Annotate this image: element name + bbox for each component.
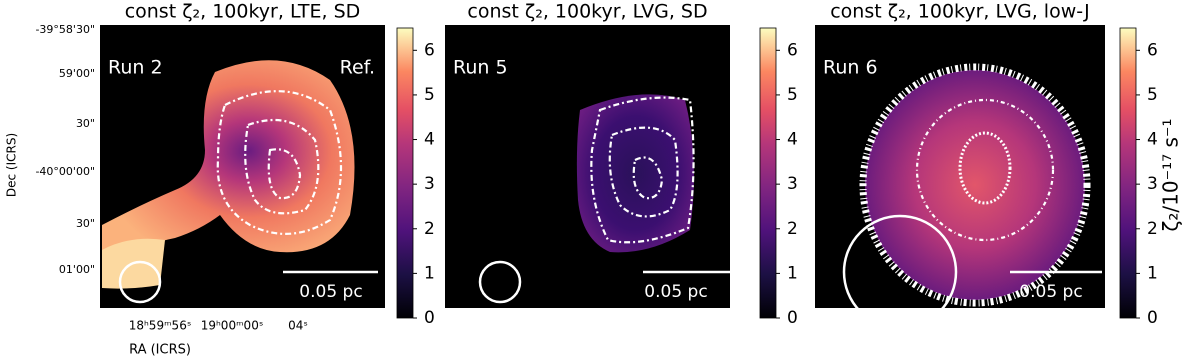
colorbar-tick-label: 3 [787, 174, 798, 194]
x-tick-label: 04ˢ [288, 319, 308, 333]
colorbar-tick-label: 0 [1147, 308, 1158, 328]
y-axis-label: Dec (ICRS) [5, 133, 19, 197]
colorbar-tick-label: 5 [424, 85, 435, 105]
colorbar-tick-label: 2 [1147, 219, 1158, 239]
run-label: Run 6 [823, 57, 878, 79]
colorbar [1119, 27, 1137, 319]
y-tick-label: 30" [76, 217, 95, 230]
colorbar-tick-label: 1 [787, 263, 798, 283]
map-panel-3 [815, 25, 1105, 330]
y-tick-label: 59'00" [59, 67, 95, 80]
x-tick-label: 19ʰ00ᵐ00ˢ [201, 319, 264, 333]
scale-label: 0.05 pc [299, 282, 362, 302]
colorbar-tick-label: 4 [1147, 130, 1158, 150]
scale-label: 0.05 pc [1019, 282, 1082, 302]
colorbar-tick-label: 1 [424, 263, 435, 283]
colorbar-tick-label: 5 [1147, 85, 1158, 105]
colorbar-label: ζ₂/10⁻¹⁷ s⁻¹ [1159, 118, 1183, 231]
x-axis-label: RA (ICRS) [129, 343, 191, 358]
run-label: Run 5 [453, 57, 508, 79]
colorbar-tick-label: 5 [787, 85, 798, 105]
colorbar-tick-label: 2 [424, 219, 435, 239]
colorbar-tick-label: 6 [787, 40, 798, 60]
y-tick-label: 30" [76, 117, 95, 130]
map-panel-1 [100, 25, 385, 308]
ref-label: Ref. [340, 57, 375, 79]
colorbar-tick-label: 3 [1147, 174, 1158, 194]
panel-title: const ζ₂, 100kyr, LVG, low-J [830, 1, 1090, 23]
colorbar-tick-label: 1 [1147, 263, 1158, 283]
colorbar-tick-label: 0 [424, 308, 435, 328]
colorbar-tick-label: 4 [787, 130, 798, 150]
y-tick-label: -40°00'00" [35, 165, 95, 178]
colorbar-tick-label: 2 [787, 219, 798, 239]
colorbar-tick-label: 0 [787, 308, 798, 328]
map-panel-2 [445, 25, 738, 308]
colorbar-tick-label: 3 [424, 174, 435, 194]
panel-title: const ζ₂, 100kyr, LTE, SD [125, 1, 361, 23]
colorbar-tick-label: 6 [424, 40, 435, 60]
y-tick-label: -39°58'30" [35, 23, 95, 36]
x-tick-label: 18ʰ59ᵐ56ˢ [129, 319, 192, 333]
run-label: Run 2 [108, 57, 163, 79]
colorbar [759, 27, 777, 319]
panel-title: const ζ₂, 100kyr, LVG, SD [467, 1, 707, 23]
colorbar-tick-label: 4 [424, 130, 435, 150]
y-tick-label: 01'00" [59, 263, 95, 276]
colorbar [396, 27, 414, 319]
scale-label: 0.05 pc [644, 282, 707, 302]
colorbar-tick-label: 6 [1147, 40, 1158, 60]
